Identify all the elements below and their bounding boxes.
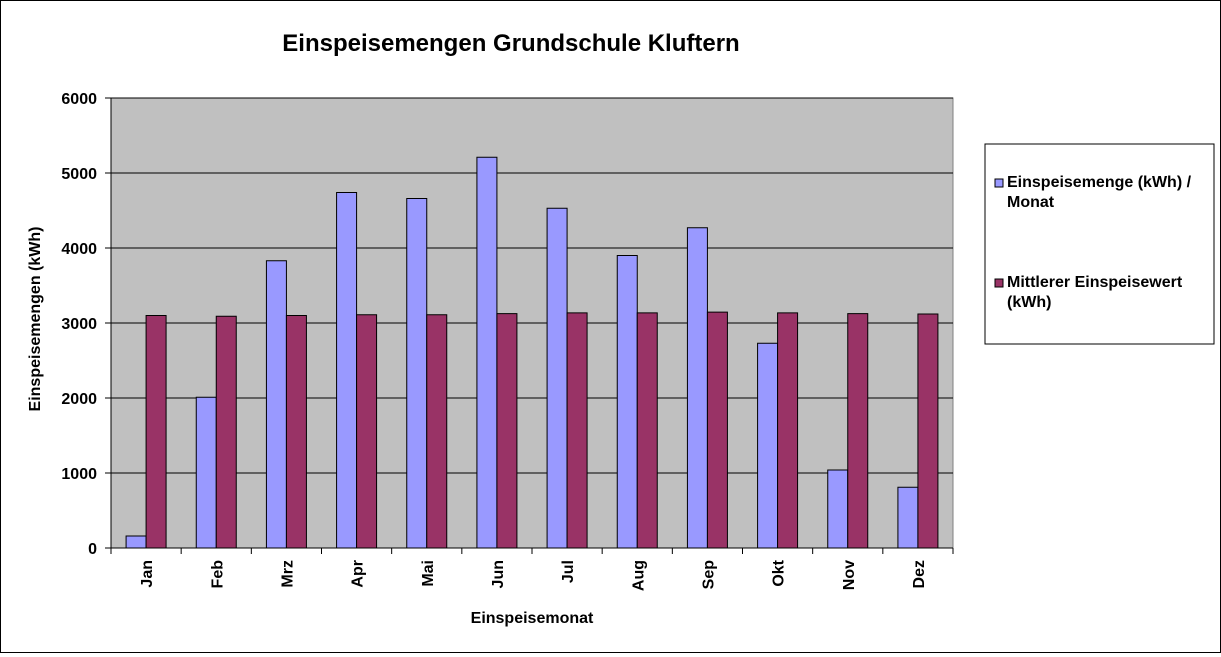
y-tick-labels: 0 1000 2000 3000 4000 5000 6000 [61,91,97,558]
bar-einspeisemenge [125,535,147,549]
legend-label-mittlerer-einspeisewert: Mittlerer Einspeisewert [1007,274,1183,291]
chart-title: Einspeisemengen Grundschule Kluftern [282,30,739,57]
bar-einspeisemenge [195,396,217,549]
legend-label-einspeisemenge: Monat [1007,194,1055,211]
bar-mittlerer-einspeisewert [566,312,588,549]
bar-einspeisemenge [406,198,428,549]
bar-mittlerer-einspeisewert [636,312,658,549]
x-tick-label: Feb [209,560,226,589]
x-tick-label: Dez [911,560,928,588]
bar-einspeisemenge [897,486,919,549]
x-tick-label: Aug [630,560,647,591]
bar-einspeisemenge [827,469,849,549]
y-axis-label: Einspeisemengen (kWh) [27,227,44,412]
legend-label-mittlerer-einspeisewert: (kWh) [1007,294,1051,311]
y-tick-label: 2000 [61,391,97,408]
bars [125,156,939,549]
legend-box [984,143,1215,345]
y-tick-label: 5000 [61,166,97,183]
legend-swatch-einspeisemenge [994,178,1004,188]
bar-mittlerer-einspeisewert [356,314,378,549]
bar-einspeisemenge [546,207,568,549]
bar-einspeisemenge [336,192,358,549]
bar-einspeisemenge [686,227,708,549]
bar-mittlerer-einspeisewert [145,315,167,549]
bar-mittlerer-einspeisewert [215,315,237,549]
bar-einspeisemenge [476,156,498,549]
y-tick-label: 4000 [61,241,97,258]
bar-mittlerer-einspeisewert [706,311,728,549]
axes [105,97,954,554]
x-tick-label: Sep [700,560,717,590]
legend-swatch-mittlerer-einspeisewert [994,278,1004,288]
x-tick-label: Okt [771,559,788,586]
bar-mittlerer-einspeisewert [426,314,448,549]
y-tick-label: 6000 [61,91,97,108]
x-tick-labels: Jan Feb Mrz Apr Mai Jun Jul Aug Sep Okt Nov Dez [139,559,928,591]
y-tick-label: 3000 [61,316,97,333]
bar-einspeisemenge [757,342,779,549]
bar-einspeisemenge [616,255,638,549]
y-tick-label: 1000 [61,466,97,483]
x-tick-label: Jun [490,560,507,588]
legend: Einspeisemenge (kWh) / Monat Mittlerer Ein… [984,143,1215,345]
bar-mittlerer-einspeisewert [777,312,799,549]
x-tick-label: Jan [139,560,156,588]
bar-mittlerer-einspeisewert [847,313,869,549]
bar-mittlerer-einspeisewert [496,313,518,549]
bar-mittlerer-einspeisewert [917,313,939,549]
bar-einspeisemenge [265,260,287,549]
x-tick-label: Mrz [279,560,296,588]
x-tick-label: Mai [420,560,437,587]
x-tick-label: Jul [560,560,577,583]
bar-mittlerer-einspeisewert [285,315,307,549]
legend-label-einspeisemenge: Einspeisemenge (kWh) / [1007,174,1192,191]
x-axis-label: Einspeisemonat [471,610,594,627]
x-tick-label: Apr [350,560,367,588]
gridlines [111,97,953,474]
legend-items: Einspeisemenge (kWh) / Monat Mittlerer Ein… [994,174,1192,311]
x-tick-label: Nov [841,560,858,590]
y-tick-label: 0 [88,541,97,558]
